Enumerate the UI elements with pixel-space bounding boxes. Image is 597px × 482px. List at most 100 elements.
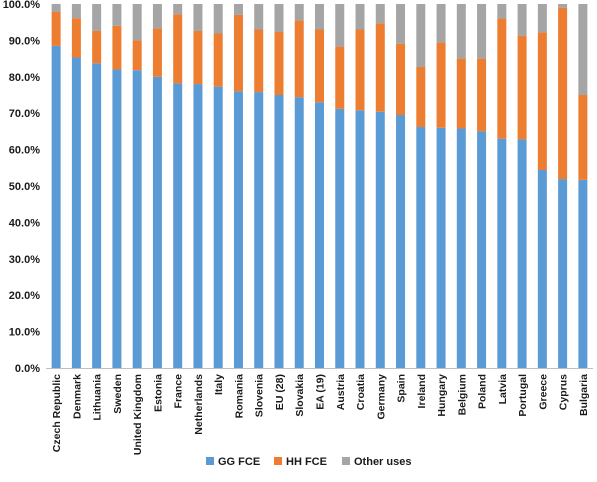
- x-category-label: Slovakia: [294, 374, 306, 417]
- bar-segment-hh-fce: [71, 18, 81, 58]
- bar-segment-gg-fce: [71, 57, 81, 368]
- bar-segment-hh-fce: [537, 32, 547, 170]
- y-tick-label: 60.0%: [9, 145, 40, 157]
- bar-segment-hh-fce: [436, 42, 446, 128]
- x-category-label: Slovenia: [254, 374, 266, 417]
- bar-segment-hh-fce: [213, 33, 223, 87]
- bar-segment-other-uses: [132, 4, 142, 41]
- x-category-label: Austria: [335, 374, 347, 410]
- bar-segment-hh-fce: [92, 30, 102, 64]
- x-category-label: Netherlands: [193, 374, 205, 435]
- bar-segment-gg-fce: [213, 86, 223, 368]
- x-category-label: Ireland: [416, 374, 428, 408]
- bar-segment-gg-fce: [355, 110, 365, 368]
- x-category-label: Italy: [213, 374, 225, 395]
- legend-label: HH FCE: [286, 456, 327, 468]
- x-category-label: Denmark: [71, 374, 83, 419]
- x-category-label: Poland: [477, 374, 489, 409]
- legend-swatch: [206, 457, 214, 465]
- y-tick-label: 30.0%: [9, 254, 40, 266]
- bar-segment-other-uses: [396, 4, 406, 44]
- bar-segment-hh-fce: [315, 29, 324, 103]
- bar-segment-gg-fce: [396, 115, 406, 369]
- x-category-label: EU (28): [274, 374, 286, 410]
- x-category-label: EA (19): [315, 374, 327, 410]
- bar-segment-other-uses: [436, 4, 446, 43]
- x-category-label: Germany: [375, 374, 387, 420]
- bar-segment-hh-fce: [477, 58, 487, 132]
- bar-segment-gg-fce: [315, 102, 324, 368]
- bar-segment-other-uses: [233, 4, 243, 15]
- bar-segment-other-uses: [456, 4, 466, 59]
- y-tick-label: 20.0%: [9, 290, 40, 302]
- bar-segment-hh-fce: [456, 58, 466, 129]
- bar-segment-hh-fce: [254, 29, 264, 93]
- bar-segment-hh-fce: [558, 7, 568, 180]
- bar-segment-hh-fce: [375, 23, 385, 112]
- bar-segment-other-uses: [477, 4, 487, 59]
- x-category-label: Czech Republic: [51, 374, 63, 452]
- bar-segment-gg-fce: [558, 179, 568, 368]
- bar-segment-hh-fce: [132, 40, 142, 71]
- y-tick-label: 90.0%: [9, 35, 40, 47]
- x-category-label: Latvia: [497, 374, 509, 405]
- bar-segment-gg-fce: [152, 76, 162, 369]
- bars: [51, 4, 588, 369]
- y-tick-label: 100.0%: [3, 0, 41, 11]
- bar-segment-other-uses: [578, 4, 588, 95]
- bar-segment-other-uses: [537, 4, 547, 33]
- y-tick-label: 0.0%: [15, 363, 40, 375]
- bar-segment-hh-fce: [294, 20, 304, 98]
- bar-segment-other-uses: [152, 4, 162, 29]
- bar-segment-other-uses: [315, 4, 324, 30]
- bar-segment-gg-fce: [537, 169, 547, 368]
- bar-segment-other-uses: [51, 4, 61, 13]
- bar-segment-gg-fce: [233, 91, 243, 369]
- bar-segment-gg-fce: [132, 70, 142, 368]
- x-category-label: Estonia: [152, 374, 164, 412]
- bar-segment-gg-fce: [274, 95, 284, 368]
- y-axis: 0.0% 10.0% 20.0% 30.0% 40.0% 50.0% 60.0% 70.0% 8…: [3, 0, 41, 375]
- x-axis: Czech Republic Denmark Lithuania Sweden Unit…: [46, 368, 593, 455]
- bar-segment-gg-fce: [497, 138, 507, 368]
- bar-segment-gg-fce: [436, 127, 446, 368]
- bar-segment-gg-fce: [92, 63, 102, 368]
- bar-segment-other-uses: [71, 4, 81, 19]
- x-category-label: Sweden: [112, 374, 124, 414]
- bar-segment-hh-fce: [517, 35, 527, 140]
- bar-segment-other-uses: [254, 4, 264, 30]
- legend: GG FCE HH FCE Other uses: [206, 456, 411, 468]
- bar-segment-hh-fce: [233, 14, 243, 92]
- legend-swatch: [274, 457, 282, 465]
- bar-segment-other-uses: [517, 4, 527, 36]
- legend-label: Other uses: [354, 456, 411, 468]
- x-category-label: Lithuania: [92, 374, 104, 421]
- bar-segment-other-uses: [274, 4, 284, 33]
- x-category-label: Hungary: [436, 374, 448, 417]
- bar-segment-other-uses: [193, 4, 203, 31]
- bar-segment-hh-fce: [274, 32, 284, 95]
- bar-segment-hh-fce: [335, 46, 345, 109]
- bar-segment-other-uses: [335, 4, 345, 47]
- bar-segment-hh-fce: [578, 95, 588, 180]
- bar-segment-gg-fce: [254, 92, 264, 368]
- y-tick-label: 80.0%: [9, 72, 40, 84]
- bar-segment-other-uses: [558, 4, 568, 8]
- bar-segment-other-uses: [213, 4, 223, 34]
- x-category-label: France: [173, 374, 185, 409]
- x-category-label: Cyprus: [558, 374, 570, 410]
- bar-segment-other-uses: [92, 4, 102, 31]
- bar-segment-gg-fce: [51, 45, 61, 369]
- x-category-label: Bulgaria: [578, 374, 590, 416]
- bar-segment-other-uses: [112, 4, 122, 26]
- bar-segment-gg-fce: [335, 108, 345, 368]
- bar-segment-gg-fce: [294, 97, 304, 369]
- bar-segment-other-uses: [416, 4, 426, 67]
- bar-segment-hh-fce: [355, 29, 365, 111]
- bar-segment-hh-fce: [173, 14, 183, 84]
- bar-segment-hh-fce: [152, 28, 162, 77]
- bar-segment-gg-fce: [578, 179, 588, 368]
- bar-segment-other-uses: [355, 4, 365, 30]
- bar-segment-hh-fce: [416, 66, 426, 128]
